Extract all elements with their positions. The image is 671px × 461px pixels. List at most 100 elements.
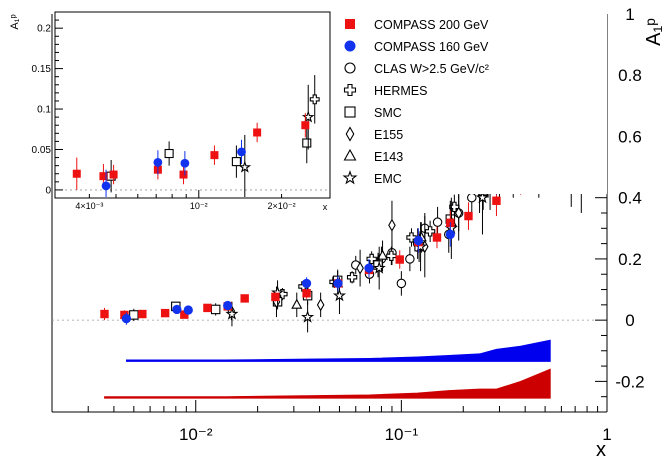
legend-label-emc: EMC	[374, 172, 402, 186]
legend: COMPASS 200 GeV COMPASS 160 GeV CLAS W>2.5…	[331, 12, 607, 194]
inset-y-tick-label: 0.1	[37, 105, 51, 116]
data-point-smc	[129, 310, 139, 320]
data-point-compass200	[253, 128, 262, 137]
data-point-compass160	[153, 158, 163, 167]
data-point-compass160	[413, 235, 424, 246]
y-tick-label: 1	[625, 5, 634, 24]
x-axis-label: x	[596, 439, 606, 461]
legend-marker-e155	[345, 126, 355, 142]
data-point-compass200	[210, 151, 219, 160]
legend-label-e155: E155	[374, 128, 403, 142]
data-point-compass200	[160, 308, 170, 318]
legend-marker-compass160	[344, 40, 356, 52]
legend-label-smc: SMC	[374, 106, 402, 120]
systematic-band-band160	[125, 339, 551, 362]
data-point-compass200	[271, 292, 280, 302]
inset-y-tick-label: 0.15	[32, 64, 52, 75]
legend-label-e143: E143	[374, 150, 403, 164]
data-point-emc	[238, 160, 252, 173]
inset-frame	[54, 11, 331, 199]
data-point-compass160	[445, 229, 455, 240]
data-point-hermes	[309, 94, 320, 105]
series-hermes	[309, 75, 320, 124]
data-point-compass200	[302, 289, 311, 298]
data-point-emc	[475, 190, 490, 204]
x-tick-label: 10⁻¹	[385, 425, 419, 444]
data-point-compass200	[179, 170, 188, 179]
data-point-smc	[302, 138, 312, 148]
legend-marker-e143	[343, 148, 357, 161]
data-point-smc	[164, 148, 174, 159]
data-point-emc	[301, 110, 315, 123]
data-point-e155	[388, 218, 396, 232]
data-point-compass160	[183, 305, 193, 315]
legend-background	[331, 12, 607, 194]
legend-label-compass200: COMPASS 200 GeV	[374, 18, 489, 32]
series-emc	[238, 84, 315, 197]
data-point-e155	[454, 206, 463, 220]
data-point-emc	[372, 261, 386, 274]
data-point-compass200	[240, 294, 249, 303]
data-point-compass200	[301, 121, 310, 130]
data-point-clas	[405, 254, 415, 264]
data-point-emc	[301, 310, 315, 323]
data-point-compass200	[100, 309, 109, 319]
inset-x-tick-label: 4×10⁻³	[75, 201, 103, 211]
data-point-compass200	[180, 310, 189, 319]
inset-plot: 0 0.05 0.1 0.15 0.2 4×10⁻³ 10⁻² 2×10⁻² x A₁ᵖ	[9, 11, 331, 212]
data-point-smc	[231, 157, 241, 167]
inset-x-tick-label: 10⁻²	[190, 201, 208, 211]
y-axis-label: A₁ᵖ	[643, 18, 665, 46]
data-point-compass200	[99, 172, 108, 181]
data-point-e155	[356, 261, 364, 275]
data-point-hermes	[386, 250, 397, 262]
legend-label-compass160: COMPASS 160 GeV	[374, 40, 489, 54]
y-tick-label: 0	[625, 311, 634, 330]
data-point-clas	[432, 217, 443, 227]
data-point-emc	[225, 307, 239, 320]
data-point-compass200	[432, 233, 442, 242]
data-point-compass200	[464, 211, 473, 221]
data-point-e143	[376, 249, 389, 260]
legend-marker-emc	[342, 170, 358, 185]
systematic-band-band200	[104, 368, 551, 399]
data-point-compass160	[180, 158, 190, 168]
x-tick-label: 10⁻²	[179, 425, 213, 444]
legend-marker-compass200	[345, 19, 355, 29]
data-point-compass200	[109, 170, 118, 179]
data-point-compass160	[223, 300, 233, 311]
data-point-compass160	[364, 263, 374, 273]
inset-y-axis-label: A₁ᵖ	[9, 14, 21, 29]
data-point-hermes	[406, 232, 417, 243]
data-point-emc	[332, 288, 347, 302]
data-point-compass200	[492, 196, 501, 205]
inset-y-tick-label: 0	[45, 185, 51, 196]
data-point-e155	[316, 298, 325, 312]
data-point-clas	[467, 192, 477, 203]
legend-label-hermes: HERMES	[374, 84, 427, 98]
legend-label-clas: CLAS W>2.5 GeV/c²	[374, 62, 489, 76]
data-point-compass200	[72, 169, 81, 178]
data-point-e143	[291, 298, 303, 309]
data-point-hermes	[424, 226, 436, 237]
data-point-compass160	[121, 314, 132, 324]
data-point-compass200	[203, 303, 212, 313]
y-tick-label: 0.4	[618, 189, 642, 208]
inset-x-tick-label: 2×10⁻²	[268, 201, 296, 211]
data-point-compass160	[172, 304, 182, 315]
legend-marker-hermes	[343, 83, 357, 97]
data-point-compass160	[101, 181, 111, 191]
inset-y-tick-label: 0.05	[32, 145, 52, 156]
legend-marker-smc	[344, 106, 356, 118]
y-tick-label: 0.2	[618, 250, 642, 269]
data-point-hermes	[346, 272, 358, 283]
data-point-compass200	[138, 309, 147, 319]
y-tick-label: 0.6	[618, 127, 642, 146]
data-point-compass200	[395, 255, 404, 264]
inset-x-axis-label: x	[323, 202, 328, 212]
data-point-compass160	[237, 147, 246, 157]
x-tick-label: 1	[602, 425, 611, 444]
y-tick-label: 0.8	[618, 66, 642, 85]
inset-y-tick-label: 0.2	[37, 24, 51, 35]
